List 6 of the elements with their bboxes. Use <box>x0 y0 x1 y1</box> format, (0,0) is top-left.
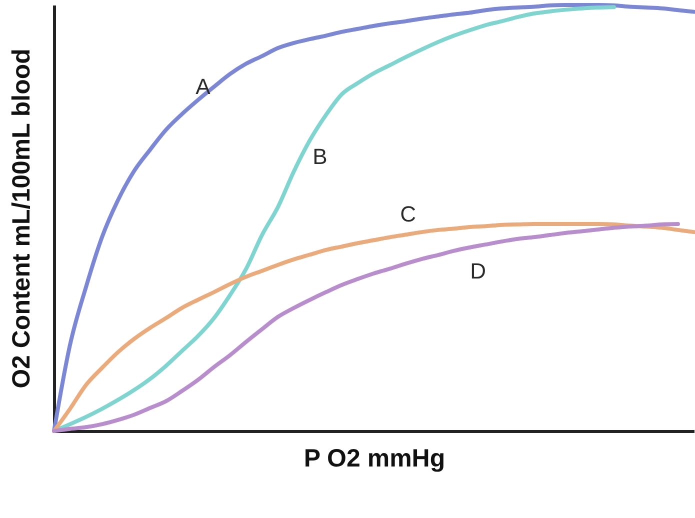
series-label: B <box>312 144 328 170</box>
y-axis-title: O2 Content mL/100mL blood <box>8 48 36 388</box>
series-label: C <box>400 202 416 227</box>
series-label: A <box>196 74 211 99</box>
series-label: D <box>470 258 486 284</box>
x-axis-title: P O2 mmHg <box>304 444 446 472</box>
